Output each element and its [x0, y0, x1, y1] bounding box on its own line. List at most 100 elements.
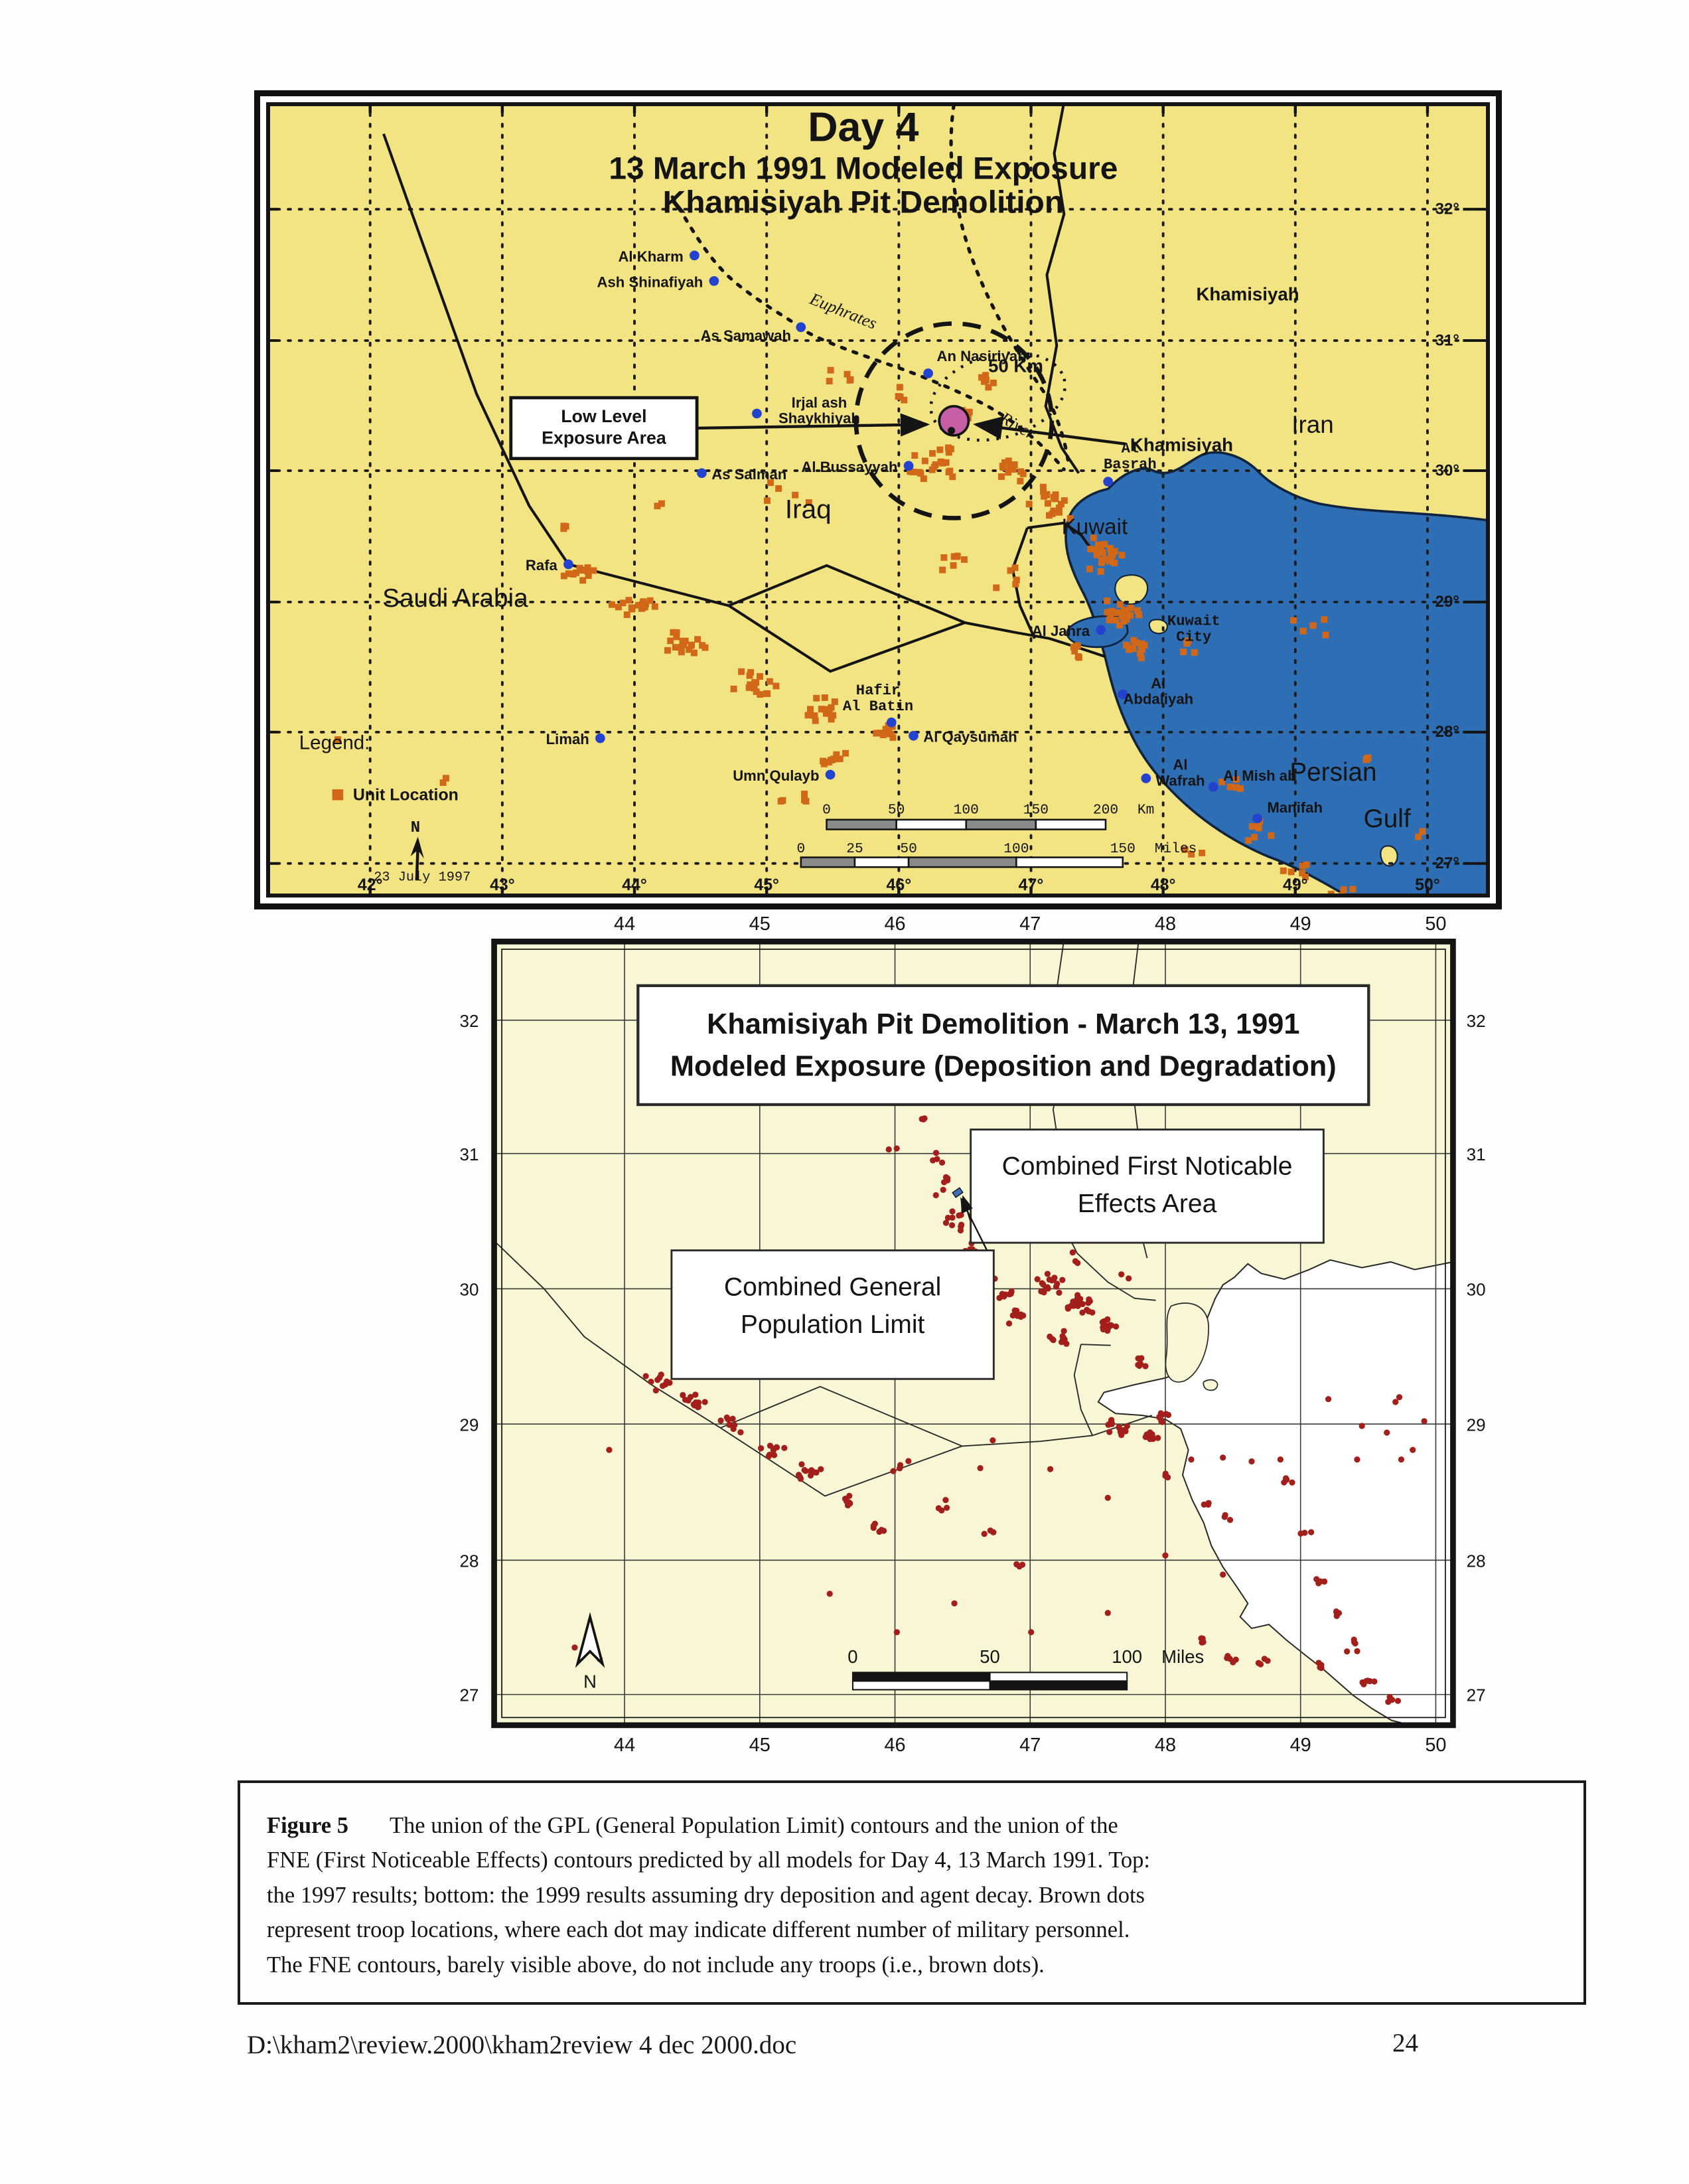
troop-dot [1220, 1571, 1226, 1578]
unit-location-dot [673, 633, 680, 641]
troop-dot [897, 1462, 904, 1468]
unit-location-dot [1134, 607, 1141, 614]
top-map-figure: Al Kharm Ash Shinafiyah As Samawah An Nasir… [254, 90, 1502, 909]
figure-caption: Figure 5 The union of the GPL (General Po… [238, 1780, 1586, 2005]
unit-location-dot [822, 706, 829, 713]
city-label-ash-shinafiyah: Ash Shinafiyah [597, 274, 703, 291]
unit-location-dot [638, 605, 645, 612]
troop-dot [1074, 1260, 1081, 1267]
region-iran: Iran [1291, 411, 1334, 438]
north-label: N [411, 819, 420, 837]
unit-location-dot [1086, 566, 1093, 573]
unit-location-dot [911, 452, 918, 459]
unit-location-dot [625, 597, 632, 604]
lat-tick-label-left: 29 [460, 1415, 479, 1435]
fne-annotation-label: Effects Area [1078, 1190, 1217, 1218]
troop-dot [1351, 1636, 1357, 1643]
troop-dot [981, 1531, 988, 1537]
unit-location-dot [772, 682, 780, 690]
city-label-limah: Limah [546, 731, 589, 747]
scalebar-miles-label: 150 [1110, 841, 1136, 857]
city-dot-as-samawah [796, 322, 806, 333]
troop-dot [1104, 1494, 1111, 1502]
unit-location-dot [947, 445, 954, 453]
unit-location-dot [827, 366, 834, 374]
unit-location-dot [1041, 493, 1048, 500]
unit-location-dot [623, 611, 630, 618]
troop-dot [571, 1644, 578, 1651]
city-dot-al-basrah [1103, 477, 1114, 487]
unit-location-dot [1056, 508, 1063, 516]
unit-location-dot [1106, 558, 1114, 565]
unit-location-dot [1419, 828, 1426, 835]
unit-location-dot [812, 717, 819, 724]
legend-header: Legend: [299, 732, 370, 754]
unit-location-dot [1138, 643, 1145, 650]
troop-dot [1165, 1411, 1172, 1419]
lon-tick-label-top: 50 [1425, 913, 1446, 935]
bottom-title-box [636, 984, 1370, 1107]
troop-dot [958, 1211, 964, 1218]
troop-dot [1354, 1648, 1360, 1655]
caption-line: Figure 5 The union of the GPL (General Po… [267, 1813, 1118, 1838]
troop-dot [723, 1414, 730, 1421]
troop-dot [1277, 1456, 1284, 1463]
map-inner-frame [266, 102, 1490, 897]
unit-location-dot [1111, 548, 1118, 555]
legend-unit-label: Unit Location [353, 787, 459, 805]
city-label-as-samawah: As Samawah [701, 327, 791, 344]
country-border [567, 563, 969, 673]
scalebar-miles-segment [1015, 856, 1124, 868]
scalebar-km-label: 200 [1093, 803, 1118, 819]
lat-tick-label-left: 31 [460, 1144, 479, 1164]
map-frame [491, 939, 1456, 1729]
unit-location-dot [686, 646, 693, 653]
region-iraq: Iraq [785, 494, 832, 524]
unit-location-dot [753, 688, 760, 695]
troop-dot [1016, 1563, 1023, 1570]
scalebar-label: 0 [847, 1646, 857, 1667]
page-number: 24 [1392, 2029, 1418, 2057]
troop-dot [1005, 1320, 1013, 1327]
troop-dot [1226, 1516, 1234, 1523]
unit-location-dot [820, 760, 828, 767]
troop-dot [1100, 1318, 1107, 1325]
unit-location-dot [641, 603, 648, 611]
scalebar-miles-segment [907, 856, 1017, 868]
unit-location-dot [950, 562, 957, 569]
troop-dot [1106, 1429, 1113, 1435]
unit-location-dot [847, 376, 854, 383]
unit-location-dot [1049, 510, 1056, 517]
unit-location-dot [1061, 497, 1068, 504]
troop-dot [1085, 1308, 1092, 1314]
unit-location-dot [443, 775, 449, 782]
lon-tick-label-bottom: 47 [1019, 1735, 1041, 1756]
unit-location-dot [982, 376, 990, 384]
north-arrow-icon [575, 1612, 605, 1668]
unit-location-dot [1040, 488, 1047, 495]
unit-location-dot [764, 497, 771, 505]
lat-tick-label-left: 32 [460, 1011, 479, 1031]
unit-location-dot [1255, 824, 1262, 832]
lon-tick-label-bottom: 49 [1290, 1735, 1311, 1756]
troop-dot [1188, 1456, 1195, 1463]
troop-dot [1201, 1501, 1207, 1508]
unit-location-dot [1011, 461, 1018, 468]
troop-dot [893, 1145, 900, 1152]
unit-location-dot [945, 449, 952, 456]
unit-location-dot [950, 553, 958, 560]
troop-dot [943, 1504, 950, 1511]
city-dot-al-qaysumah [909, 731, 918, 741]
persian-gulf-water [1065, 451, 1488, 896]
troop-dot [940, 1186, 946, 1193]
unit-location-dot [826, 710, 833, 718]
unit-location-dot [334, 736, 342, 743]
unit-location-dot [1006, 464, 1013, 471]
unit-location-dot [1111, 560, 1118, 566]
troop-dot [1318, 1665, 1325, 1672]
troop-dot [1106, 1421, 1112, 1428]
troop-dot [810, 1469, 817, 1476]
unit-location-dot [1180, 649, 1187, 656]
unit-location-dot [896, 384, 903, 391]
khamisiyah-pointer-arrow [973, 416, 1126, 445]
